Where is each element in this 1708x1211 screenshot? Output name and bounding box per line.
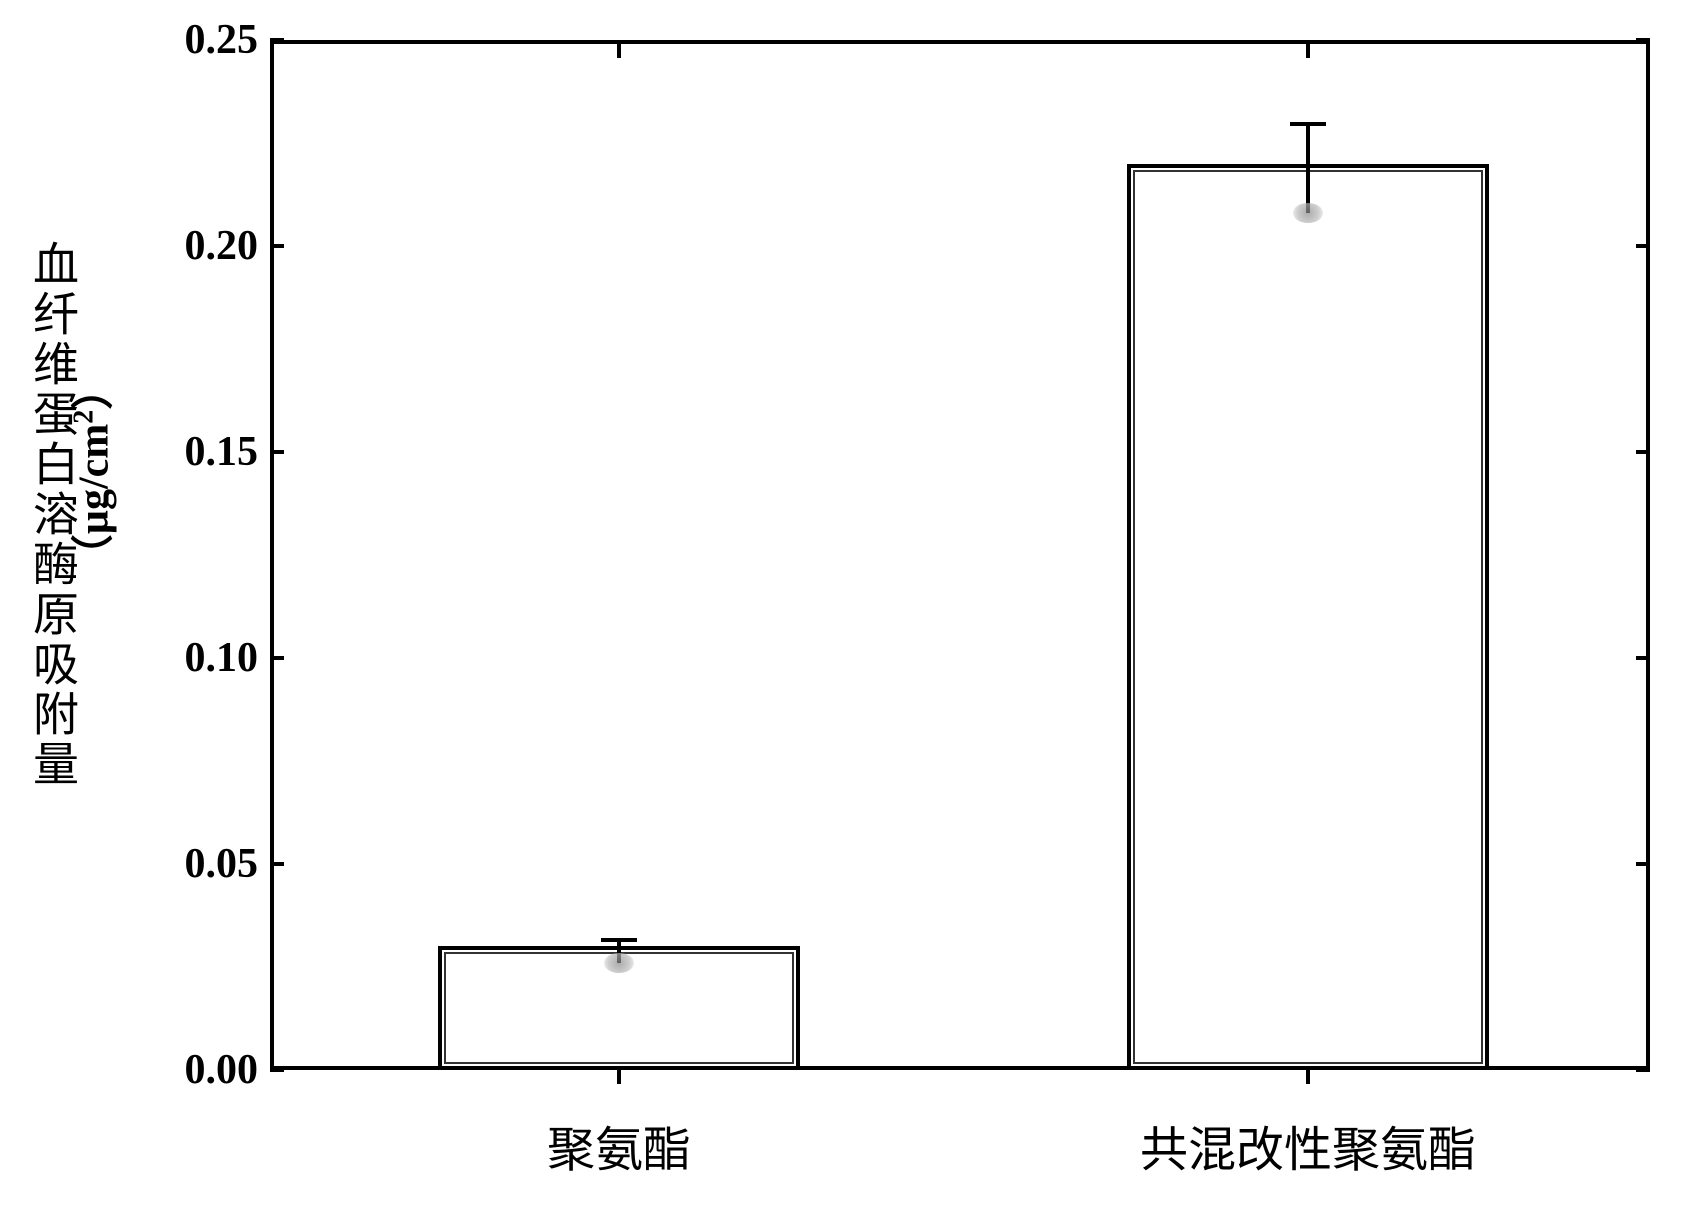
y-tick-label: 0.20 (185, 222, 259, 270)
x-tick-mark-top (617, 44, 621, 58)
y-tick-label: 0.25 (185, 16, 259, 64)
y-tick-label: 0.00 (185, 1046, 259, 1094)
x-tick-mark-top (1306, 44, 1310, 58)
error-bar-line (1306, 122, 1310, 213)
y-tick-mark-right (1636, 450, 1650, 454)
error-bar-cap-top (601, 938, 637, 942)
x-tick-mark (617, 1070, 621, 1084)
error-bar-lower-mark (604, 953, 634, 973)
unit-prefix: （µg/cm (72, 424, 118, 577)
y-tick-mark (270, 244, 284, 248)
y-axis-label-unit: （µg/cm2） (60, 368, 121, 577)
error-bar-lower-mark (1293, 203, 1323, 223)
y-tick-mark-right (1636, 38, 1650, 42)
error-bar-cap-top (1290, 122, 1326, 126)
y-tick-mark (270, 862, 284, 866)
y-tick-mark-right (1636, 862, 1650, 866)
y-tick-label: 0.10 (185, 634, 259, 682)
y-tick-mark (270, 38, 284, 42)
y-tick-label: 0.15 (185, 428, 259, 476)
x-tick-label: 共混改性聚氨酯 (1140, 1110, 1476, 1180)
chart-container: 血纤维蛋白溶酶原吸附量 （µg/cm2） 0.000.050.100.150.2… (0, 0, 1708, 1211)
x-tick-label: 聚氨酯 (547, 1110, 691, 1180)
unit-sup: 2 (69, 410, 100, 424)
x-tick-mark (1306, 1070, 1310, 1084)
y-tick-mark (270, 1068, 284, 1072)
y-tick-mark (270, 656, 284, 660)
y-tick-mark-right (1636, 656, 1650, 660)
unit-suffix: ） (72, 368, 118, 410)
bar (1127, 164, 1489, 1070)
y-tick-mark-right (1636, 244, 1650, 248)
y-tick-label: 0.05 (185, 840, 259, 888)
y-tick-mark-right (1636, 1068, 1650, 1072)
y-tick-mark (270, 450, 284, 454)
